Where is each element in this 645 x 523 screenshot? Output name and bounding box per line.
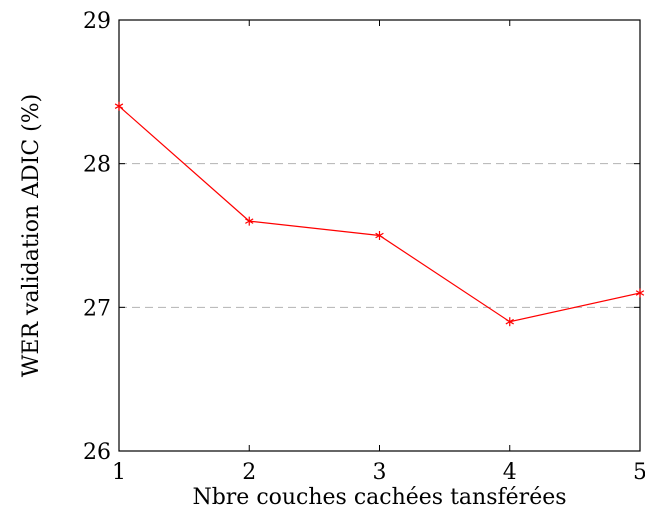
x-tick-label-2: 3 [373, 460, 387, 485]
data-point-stroke [245, 218, 254, 224]
series-layer [114, 101, 645, 327]
x-tick-label-3: 4 [503, 460, 517, 485]
data-point-0-0 [114, 101, 124, 111]
y-axis-label: WER validation ADIC (%) [19, 94, 44, 377]
y-tick-label-1: 27 [83, 296, 111, 321]
ticks-layer: 26 27 28 29 1 2 3 4 5 [83, 9, 645, 485]
x-tick-label-0: 1 [112, 460, 126, 485]
data-point-stroke [114, 103, 124, 109]
x-axis-label: Nbre couches cachées tansférées [192, 485, 566, 510]
series-line-0 [118, 105, 641, 323]
grid-layer [119, 163, 640, 308]
x-tick-label-1: 2 [242, 460, 256, 485]
data-point-stroke [505, 318, 514, 325]
y-tick-label-3: 29 [83, 9, 111, 34]
data-point-stroke [375, 232, 384, 239]
y-tick-label-0: 26 [83, 440, 111, 465]
data-point-0-4 [635, 288, 645, 298]
y-tick-label-2: 28 [83, 153, 111, 178]
data-point-0-3 [505, 317, 514, 327]
data-point-0-1 [245, 216, 254, 226]
data-point-stroke [635, 290, 645, 296]
data-point-0-2 [375, 231, 384, 240]
x-tick-label-4: 5 [633, 460, 645, 485]
